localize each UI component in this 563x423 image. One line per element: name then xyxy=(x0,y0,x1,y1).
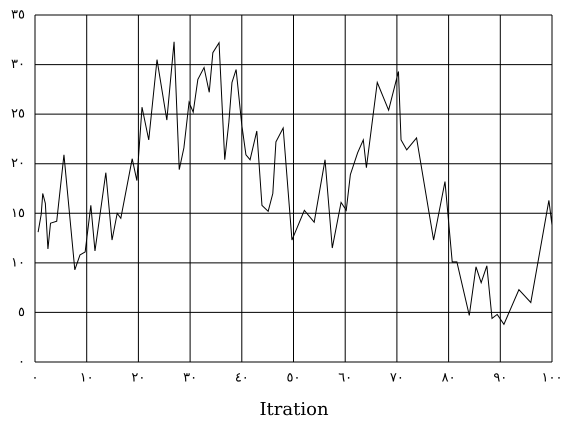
y-tick-label: ٠ xyxy=(18,355,25,370)
x-tick-label: ١٠٠ xyxy=(542,371,563,386)
x-tick-label: ٩٠ xyxy=(493,371,507,386)
y-tick-label: ٢٠ xyxy=(11,156,25,171)
x-tick-label: ٦٠ xyxy=(338,371,352,386)
x-tick-label: ٤٠ xyxy=(235,371,249,386)
x-tick-label: ٢٠ xyxy=(131,371,145,386)
x-tick-label: ٥٠ xyxy=(287,371,301,386)
x-tick-label: ٣٠ xyxy=(183,371,197,386)
y-tick-label: ٥ xyxy=(18,305,25,320)
x-tick-label: ٠ xyxy=(32,371,39,386)
y-tick-label: ٢٥ xyxy=(11,107,25,122)
line xyxy=(37,41,553,326)
y-tick-label: ٣٥ xyxy=(11,8,25,23)
y-tick-label: ١٠ xyxy=(11,255,25,270)
x-tick-label: ٨٠ xyxy=(442,371,456,386)
y-tick-label: ٣٠ xyxy=(11,57,25,72)
x-axis-title: Itration xyxy=(259,399,329,420)
x-tick-label: ٧٠ xyxy=(390,371,404,386)
x-tick-label: ١٠ xyxy=(80,371,94,386)
y-tick-label: ١٥ xyxy=(11,206,25,221)
